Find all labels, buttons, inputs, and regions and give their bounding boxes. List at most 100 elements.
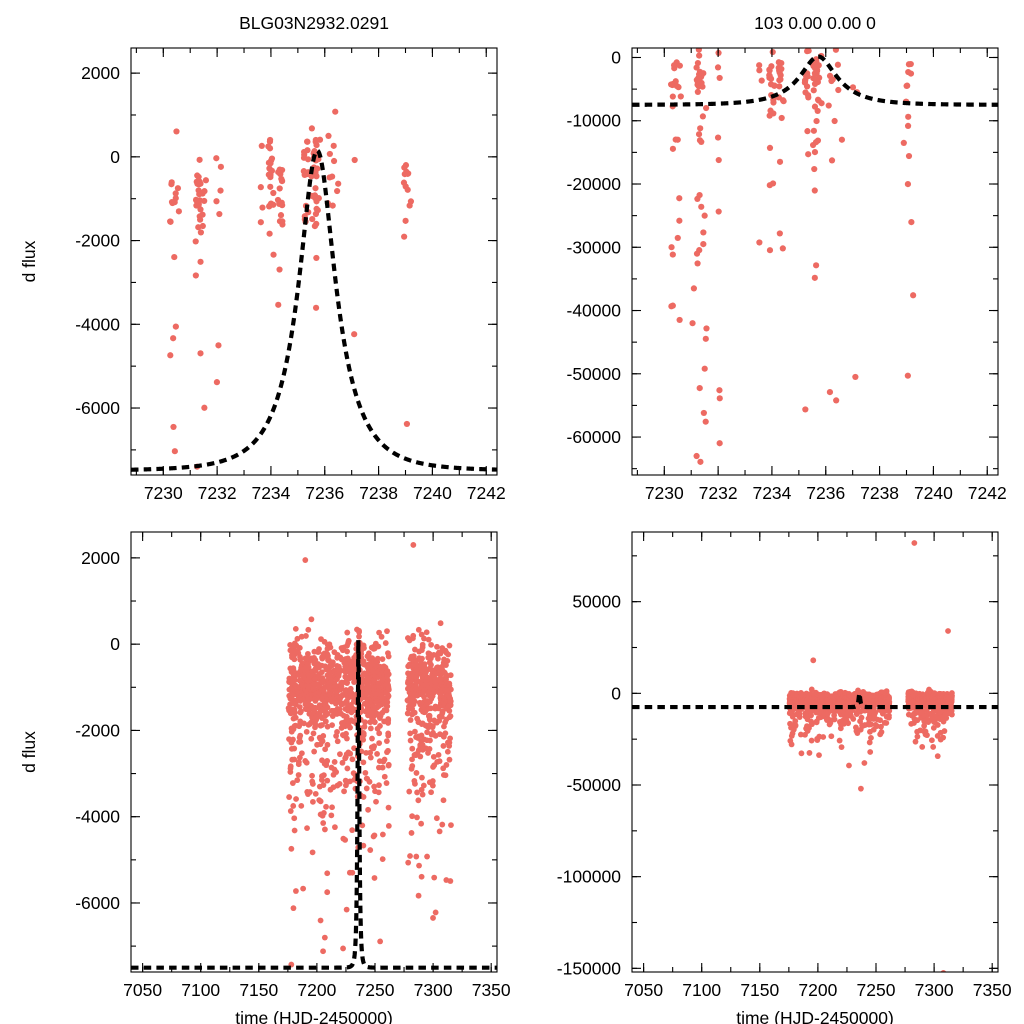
data-point	[716, 440, 723, 447]
data-point	[326, 174, 333, 181]
data-point	[404, 170, 411, 177]
y-tick-label: -6000	[75, 893, 120, 913]
data-point	[695, 131, 703, 138]
data-point	[809, 721, 815, 728]
data-point	[796, 711, 803, 717]
data-point	[804, 128, 811, 135]
data-point	[291, 827, 298, 834]
data-point	[349, 756, 356, 763]
data-point	[412, 780, 418, 787]
data-point	[814, 78, 821, 86]
data-point	[448, 822, 454, 828]
data-point	[700, 409, 707, 417]
data-point	[430, 915, 436, 921]
data-point	[291, 815, 298, 822]
plot-frame-bottom-right	[631, 531, 999, 973]
data-point	[702, 418, 709, 425]
x-tick-label: 7230	[645, 483, 684, 503]
data-point	[776, 69, 783, 76]
data-point	[379, 694, 386, 701]
data-point	[811, 187, 818, 194]
data-point	[266, 230, 273, 237]
data-point	[167, 352, 174, 359]
data-point	[805, 94, 812, 101]
data-point	[351, 745, 357, 752]
data-point	[294, 635, 301, 642]
data-point	[197, 206, 204, 213]
data-point	[347, 750, 354, 757]
data-point	[426, 716, 433, 723]
data-point	[421, 693, 427, 700]
data-point	[432, 909, 439, 916]
data-point	[385, 804, 392, 811]
data-point	[319, 738, 326, 745]
data-point	[315, 195, 322, 202]
data-point	[344, 648, 351, 655]
data-point	[298, 750, 305, 757]
data-point	[846, 762, 852, 769]
data-point	[698, 203, 705, 210]
data-point	[849, 84, 857, 91]
data-point	[202, 177, 210, 184]
data-point	[301, 720, 307, 727]
x-tick-label: 7100	[682, 980, 721, 1000]
data-point	[811, 103, 819, 110]
data-point	[301, 148, 308, 156]
x-tick-label: 7236	[305, 483, 344, 503]
data-point	[695, 475, 701, 481]
data-point	[173, 128, 180, 135]
data-point	[776, 230, 783, 237]
data-point	[304, 138, 311, 145]
data-point	[447, 702, 454, 709]
data-point	[930, 724, 937, 731]
data-point	[697, 125, 704, 132]
data-point	[886, 712, 892, 719]
data-point	[429, 782, 436, 789]
data-point	[756, 67, 763, 74]
panel-bottom-right: 7050 7100 7150 7200 7250 7300 7350 50000 0 -50000…	[557, 531, 1012, 1024]
data-point	[343, 735, 350, 742]
y-tick-label: 0	[611, 683, 621, 703]
data-point	[291, 756, 298, 763]
data-point	[409, 745, 416, 752]
x-tick-label: 7050	[123, 980, 162, 1000]
data-point	[302, 557, 309, 563]
data-point	[366, 650, 372, 657]
data-point	[279, 221, 286, 228]
data-point	[327, 644, 334, 651]
data-point	[312, 722, 319, 728]
data-point	[195, 173, 202, 181]
data-point	[447, 713, 454, 720]
x-tick-label: 7200	[297, 980, 336, 1000]
x-axis-label-bottom-right: time (HJD-2450000)	[736, 1008, 894, 1024]
data-point	[174, 185, 182, 192]
data-point	[274, 196, 282, 204]
data-point	[696, 385, 703, 392]
data-point	[376, 740, 383, 746]
data-point	[845, 720, 852, 727]
data-point	[358, 748, 365, 755]
data-point	[806, 750, 813, 756]
data-point	[308, 719, 315, 726]
x-tick-label: 7150	[239, 980, 278, 1000]
data-point	[404, 186, 411, 193]
data-point	[381, 773, 388, 780]
data-point	[668, 303, 675, 310]
data-point	[303, 633, 309, 639]
data-point	[442, 730, 449, 737]
data-point	[170, 423, 177, 431]
data-point	[415, 626, 422, 633]
data-point	[421, 661, 428, 667]
data-point	[257, 219, 264, 226]
data-point	[356, 633, 362, 640]
data-point	[320, 733, 327, 739]
data-point	[715, 208, 722, 215]
data-point	[376, 730, 383, 737]
data-point	[694, 81, 701, 88]
data-point	[447, 878, 454, 884]
data-point	[296, 704, 303, 710]
data-point	[716, 387, 723, 394]
data-point	[805, 151, 812, 158]
